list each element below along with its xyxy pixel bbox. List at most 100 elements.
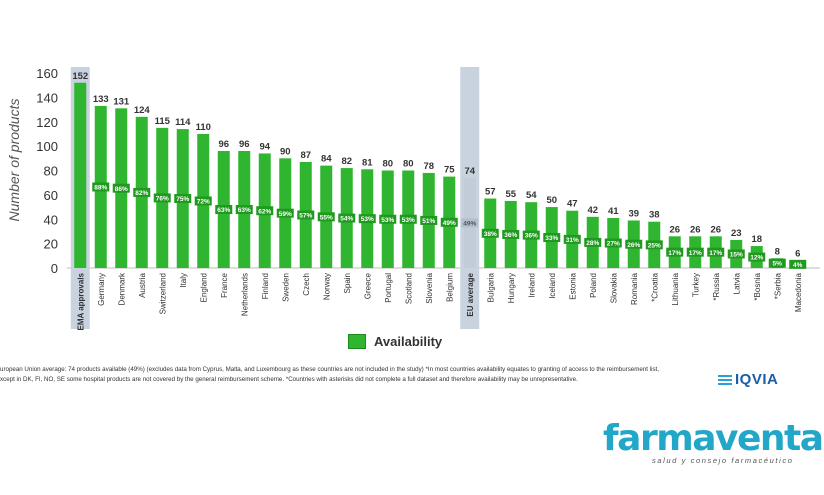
bar-value-label: 133 [93, 94, 109, 105]
bar-value-label: 87 [300, 150, 311, 161]
percent-label: 4% [793, 262, 803, 269]
percent-label: 76% [156, 196, 169, 203]
percent-label: 53% [402, 217, 415, 224]
bar-value-label: 8 [775, 246, 780, 257]
x-tick-label: EU average [466, 272, 475, 316]
bar-value-label: 54 [526, 190, 537, 201]
bar-value-label: 75 [444, 165, 455, 176]
x-tick-label: Turkey [691, 273, 700, 297]
percent-label: 36% [525, 233, 538, 240]
percent-label: 25% [648, 242, 661, 249]
percent-label: 59% [279, 211, 292, 218]
percent-label-box [358, 214, 376, 224]
y-tick-label: 140 [36, 90, 58, 105]
percent-label: 75% [176, 196, 189, 203]
percent-label: 55% [320, 214, 333, 221]
legend-swatch [348, 334, 366, 349]
bar-value-label: 115 [155, 116, 171, 127]
x-tick-label: Switzerland [158, 273, 167, 314]
y-tick-label: 120 [36, 115, 58, 130]
x-tick-label: Slovakia [609, 272, 618, 303]
x-tick-label: *Croatia [650, 272, 659, 301]
percent-label: 86% [115, 186, 128, 193]
bar-value-label: 124 [134, 105, 151, 116]
percent-label: 17% [668, 250, 681, 257]
percent-label-box [686, 247, 704, 257]
percent-label-box [92, 182, 110, 192]
x-tick-label: Romania [630, 272, 639, 305]
farmaventas-tagline: salud y consejo farmacéutico [651, 456, 794, 465]
bar-value-label: 152 [72, 71, 88, 82]
percent-label: 27% [607, 241, 620, 248]
percent-label-box [461, 218, 479, 228]
percent-label-box [748, 252, 766, 262]
percent-label-box [502, 229, 520, 239]
percent-label-box [297, 210, 315, 220]
chart-legend: Availability [348, 334, 442, 349]
y-tick-label: 160 [36, 66, 58, 81]
bar-value-label: 80 [403, 159, 414, 170]
bar-value-label: 57 [485, 187, 496, 198]
percent-label-box [194, 196, 212, 206]
percent-label: 49% [463, 221, 476, 228]
bar-value-label: 6 [795, 249, 800, 260]
y-tick-label: 40 [44, 212, 58, 227]
x-tick-label: Poland [589, 273, 598, 298]
percent-label-box [440, 217, 458, 227]
footnote-line-1: uropean Union average: 74 products avail… [0, 366, 659, 373]
bar-value-label: 74 [464, 166, 475, 177]
x-tick-label: Macedonia [794, 272, 803, 312]
percent-label: 54% [340, 216, 353, 223]
bar-value-label: 84 [321, 154, 332, 165]
farmaventas-logo-text: farmaventas [603, 418, 824, 459]
bar-value-label: 47 [567, 199, 578, 210]
percent-label-box [174, 194, 192, 204]
percent-label-box [399, 214, 417, 224]
y-tick-label: 100 [36, 139, 58, 154]
x-tick-label: Denmark [117, 272, 126, 305]
bar-value-label: 94 [259, 141, 270, 152]
bar-value-label: 78 [423, 161, 434, 172]
percent-label-box [420, 215, 438, 225]
percent-label-box [645, 240, 663, 250]
y-tick-label: 20 [44, 237, 58, 252]
percent-label-box [215, 205, 233, 214]
bar-value-label: 80 [382, 159, 393, 170]
percent-label-box [256, 206, 274, 216]
x-tick-label: Slovenia [425, 272, 434, 303]
bar-value-label: 96 [239, 139, 250, 150]
percent-label-box [584, 237, 602, 247]
percent-label-box [543, 233, 561, 243]
percent-label: 53% [381, 217, 394, 224]
percent-label-box [789, 259, 807, 269]
percent-label: 28% [586, 240, 599, 247]
x-tick-label: Iceland [548, 273, 557, 299]
x-tick-label: *Russia [712, 272, 721, 300]
bar [74, 82, 87, 268]
x-tick-label: France [220, 272, 229, 297]
x-tick-label: Portugal [384, 273, 393, 303]
x-tick-label: *Bosnia [753, 272, 762, 300]
percent-label: 31% [566, 237, 579, 244]
percent-label: 62% [258, 208, 271, 215]
percent-label: 33% [545, 235, 558, 242]
bar-value-label: 42 [587, 205, 598, 216]
iqvia-logo-text: IQVIA [735, 371, 779, 388]
y-tick-label: 60 [44, 188, 58, 203]
percent-label-box [604, 238, 622, 248]
percent-label: 53% [361, 216, 374, 223]
y-tick-label: 0 [51, 261, 58, 276]
bar-value-label: 26 [690, 224, 701, 235]
x-tick-label: Estonia [568, 272, 577, 299]
x-tick-label: Norway [322, 273, 331, 300]
bar-value-label: 55 [505, 189, 516, 200]
y-tick-label: 80 [44, 164, 58, 179]
percent-label-box [112, 183, 130, 193]
percent-label: 51% [422, 218, 435, 225]
bar-value-label: 23 [731, 228, 742, 239]
bar-value-label: 114 [175, 117, 191, 128]
iqvia-lines-icon [718, 374, 732, 385]
bar-value-label: 110 [196, 122, 211, 133]
percent-label-box [768, 258, 786, 268]
x-tick-label: Belgium [445, 273, 454, 302]
